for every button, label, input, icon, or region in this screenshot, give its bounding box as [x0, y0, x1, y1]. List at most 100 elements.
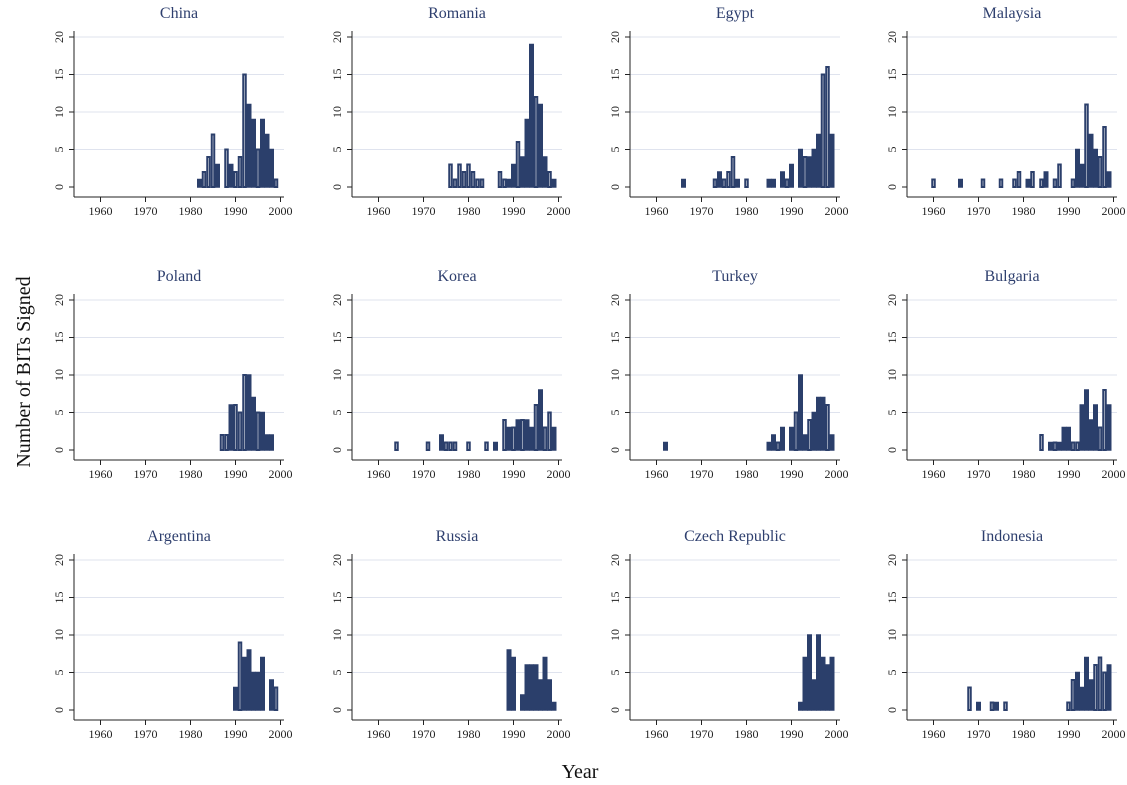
bar	[1075, 148, 1080, 188]
bar	[497, 171, 503, 188]
bar	[726, 171, 731, 188]
bar	[1016, 171, 1022, 188]
bar	[1039, 434, 1044, 451]
bar	[547, 411, 552, 451]
x-tick-label: 1970	[967, 727, 991, 741]
bar	[269, 679, 274, 711]
y-tick-label: 15	[52, 332, 66, 344]
y-tick-label: 20	[330, 294, 344, 306]
bar	[448, 441, 453, 451]
x-tick-label: 1980	[735, 727, 759, 741]
bar	[228, 163, 234, 188]
bar	[1030, 171, 1035, 188]
bar	[551, 178, 557, 188]
bar	[242, 374, 247, 451]
bar	[1097, 656, 1103, 711]
bar	[766, 178, 772, 188]
bar	[493, 441, 498, 451]
x-tick-label: 1980	[179, 467, 203, 481]
bar	[1052, 441, 1058, 451]
bar	[246, 103, 252, 188]
y-tick-label: 10	[330, 106, 344, 118]
bar	[784, 178, 790, 188]
bar	[475, 178, 480, 188]
y-tick-label: 15	[608, 69, 622, 81]
y-tick-label: 0	[885, 447, 899, 453]
bar	[394, 441, 399, 451]
y-tick-label: 20	[52, 294, 66, 306]
bar	[524, 664, 530, 711]
y-tick-label: 5	[52, 410, 66, 416]
bar	[1088, 419, 1094, 451]
y-tick-label: 5	[608, 670, 622, 676]
x-tick-label: 1990	[502, 727, 526, 741]
bar	[1106, 171, 1112, 188]
y-tick-label: 20	[885, 294, 899, 306]
bar	[1079, 163, 1085, 188]
y-tick-label: 15	[330, 332, 344, 344]
bar	[825, 404, 830, 451]
bar	[251, 118, 256, 188]
y-tick-label: 0	[885, 707, 899, 713]
y-tick-label: 5	[608, 147, 622, 153]
y-tick-label: 15	[608, 332, 622, 344]
y-tick-label: 0	[52, 447, 66, 453]
bar	[206, 156, 211, 188]
x-tick-label: 1990	[1057, 727, 1081, 741]
y-tick-label: 10	[52, 106, 66, 118]
y-tick-label: 0	[330, 707, 344, 713]
x-tick-label: 1990	[1057, 467, 1081, 481]
bar	[260, 656, 265, 711]
panel-title: China	[160, 5, 198, 22]
panel-indonesia: 0 5 10 15 20 1960 1970 1980 1990 2000 Indonesia	[885, 528, 1126, 741]
y-tick-label: 15	[885, 592, 899, 604]
y-tick-label: 10	[885, 106, 899, 118]
panel-romania: 0 5 10 15 20 1960 1970 1980 1990 2000 Romania	[330, 5, 571, 218]
bar	[237, 411, 243, 451]
bar	[237, 641, 243, 711]
bar	[1025, 178, 1031, 188]
bar	[219, 434, 225, 451]
bar	[1102, 671, 1107, 711]
x-tick-label: 1970	[412, 204, 436, 218]
bar	[1043, 171, 1049, 188]
bar	[798, 701, 803, 711]
y-tick-label: 10	[885, 629, 899, 641]
bar	[1061, 426, 1067, 451]
y-tick-label: 15	[608, 592, 622, 604]
bar	[931, 178, 936, 188]
bar	[829, 133, 835, 188]
bar	[264, 434, 270, 451]
bar	[1079, 686, 1085, 711]
bar	[242, 73, 247, 188]
bar	[524, 419, 530, 451]
x-tick-label: 1970	[134, 467, 158, 481]
bar	[820, 656, 826, 711]
x-axis-title: Year	[562, 761, 599, 783]
bar	[255, 671, 261, 711]
y-tick-label: 0	[608, 707, 622, 713]
bar	[825, 664, 830, 711]
bar	[1093, 404, 1098, 451]
bar	[681, 178, 686, 188]
bar	[452, 441, 458, 451]
bar	[511, 426, 516, 451]
x-tick-label: 1970	[134, 204, 158, 218]
bar	[228, 404, 234, 451]
bar	[998, 178, 1004, 188]
bar	[1052, 178, 1058, 188]
bar	[506, 649, 512, 711]
bar	[1012, 178, 1017, 188]
bar	[1070, 178, 1076, 188]
y-tick-label: 0	[52, 707, 66, 713]
x-tick-label: 2000	[825, 204, 849, 218]
x-tick-label: 1980	[457, 727, 481, 741]
y-tick-label: 10	[52, 629, 66, 641]
y-tick-label: 0	[608, 447, 622, 453]
panel-title: Malaysia	[983, 5, 1042, 22]
bar	[793, 411, 799, 451]
bar	[260, 118, 265, 188]
bar	[1003, 701, 1008, 711]
bar	[1066, 426, 1071, 451]
x-tick-label: 1990	[1057, 204, 1081, 218]
